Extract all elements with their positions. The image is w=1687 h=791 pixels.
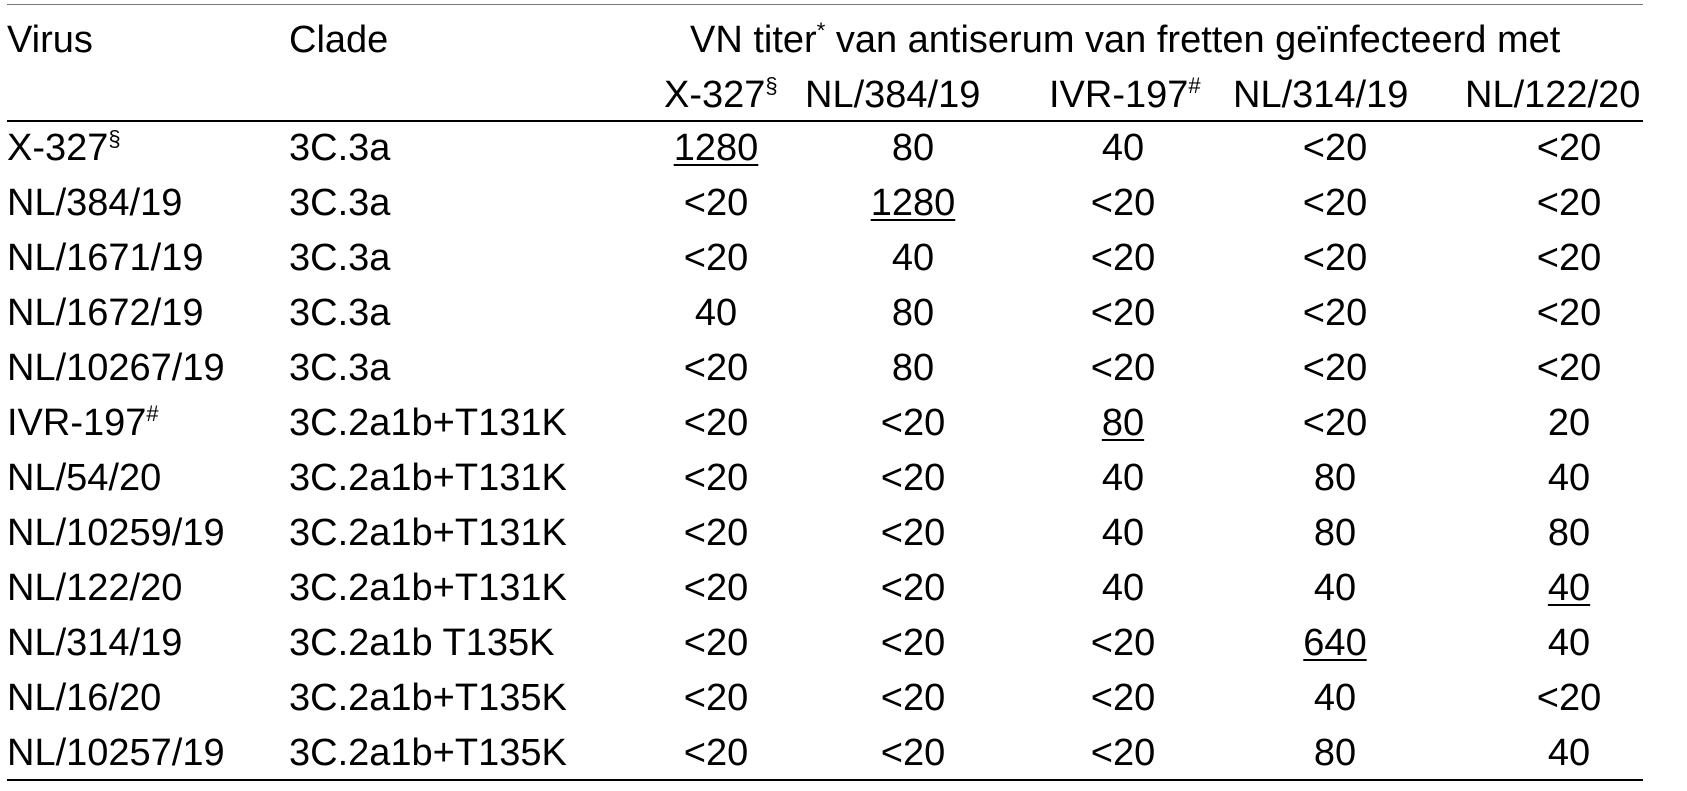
row-clade: 3C.2a1b+T131K xyxy=(289,567,567,609)
titer-cell: <20 xyxy=(1090,237,1156,279)
row-virus: X-327§ xyxy=(7,126,121,169)
row-clade: 3C.3a xyxy=(289,182,391,224)
titer-cell: 40 xyxy=(1547,732,1591,774)
row-clade: 3C.2a1b+T131K xyxy=(289,457,567,499)
titer-cell: <20 xyxy=(880,402,946,444)
titer-cell: <20 xyxy=(1090,732,1156,774)
table-header-rule xyxy=(7,120,1643,122)
row-clade: 3C.3a xyxy=(289,127,391,169)
titer-cell: <20 xyxy=(1536,347,1602,389)
titer-cell: <20 xyxy=(683,732,749,774)
titer-cell: 40 xyxy=(1313,567,1357,609)
titer-cell: 80 xyxy=(891,292,935,334)
titer-cell: 40 xyxy=(891,237,935,279)
antiserum-header-3: NL/314/19 xyxy=(1233,74,1409,116)
titer-cell: <20 xyxy=(1302,237,1368,279)
titer-cell: 40 xyxy=(1101,567,1145,609)
row-clade: 3C.3a xyxy=(289,292,391,334)
titer-cell: 80 xyxy=(1547,512,1591,554)
antiserum-header-1: NL/384/19 xyxy=(805,74,981,116)
row-clade: 3C.3a xyxy=(289,347,391,389)
titer-cell: 40 xyxy=(1101,127,1145,169)
titer-cell: <20 xyxy=(1536,292,1602,334)
row-clade: 3C.2a1b+T135K xyxy=(289,732,567,774)
table-bottom-rule xyxy=(7,779,1643,781)
titer-cell: <20 xyxy=(683,402,749,444)
header-antiserum-text: van antiserum van fretten geïnfecteerd m… xyxy=(825,19,1561,61)
titer-cell: <20 xyxy=(683,237,749,279)
titer-cell: <20 xyxy=(880,622,946,664)
titer-cell: <20 xyxy=(1536,677,1602,719)
titer-cell: <20 xyxy=(683,677,749,719)
titer-cell: 640 xyxy=(1303,622,1367,664)
row-virus: NL/10259/19 xyxy=(7,512,225,554)
row-virus: NL/16/20 xyxy=(7,677,162,719)
titer-cell: <20 xyxy=(683,182,749,224)
titer-cell: 40 xyxy=(1547,457,1591,499)
titer-cell: <20 xyxy=(1302,182,1368,224)
titer-cell: <20 xyxy=(1090,347,1156,389)
row-virus: NL/1671/19 xyxy=(7,237,204,279)
row-virus: NL/10257/19 xyxy=(7,732,225,774)
table-top-rule xyxy=(7,4,1643,5)
titer-cell: 1280 xyxy=(870,182,956,224)
row-clade: 3C.3a xyxy=(289,237,391,279)
titer-cell: 1280 xyxy=(673,127,759,169)
titer-cell: 40 xyxy=(1101,457,1145,499)
row-virus: NL/314/19 xyxy=(7,622,183,664)
row-virus: NL/10267/19 xyxy=(7,347,225,389)
titer-cell: <20 xyxy=(683,347,749,389)
row-clade: 3C.2a1b+T131K xyxy=(289,402,567,444)
titer-cell: <20 xyxy=(880,677,946,719)
header-vn-titer: VN titer xyxy=(690,19,817,61)
titer-cell: <20 xyxy=(1090,622,1156,664)
titer-cell: <20 xyxy=(1536,237,1602,279)
titer-cell: 40 xyxy=(694,292,738,334)
titer-cell: <20 xyxy=(683,622,749,664)
header-clade: Clade xyxy=(289,19,389,61)
titer-cell: 40 xyxy=(1547,622,1591,664)
header-vn-titer-span: VN titer* van antiserum van fretten geïn… xyxy=(690,17,1560,63)
titer-cell: <20 xyxy=(1302,292,1368,334)
titer-cell: <20 xyxy=(1090,677,1156,719)
antiserum-header-2: IVR-197# xyxy=(1049,73,1201,116)
titer-cell: <20 xyxy=(1302,127,1368,169)
row-virus: NL/122/20 xyxy=(7,567,183,609)
titer-cell: <20 xyxy=(683,567,749,609)
row-virus: IVR-197# xyxy=(7,401,159,444)
titer-cell: 80 xyxy=(1313,732,1357,774)
titer-cell: <20 xyxy=(880,567,946,609)
titer-cell: 80 xyxy=(891,127,935,169)
titer-cell: <20 xyxy=(1536,182,1602,224)
titer-cell: 40 xyxy=(1547,567,1591,609)
titer-cell: <20 xyxy=(1302,402,1368,444)
antiserum-header-4: NL/122/20 xyxy=(1465,74,1641,116)
titer-cell: <20 xyxy=(880,512,946,554)
titer-cell: 80 xyxy=(1101,402,1145,444)
titer-cell: <20 xyxy=(1536,127,1602,169)
row-virus: NL/384/19 xyxy=(7,182,183,224)
titer-cell: <20 xyxy=(683,457,749,499)
titer-cell: <20 xyxy=(1090,182,1156,224)
row-clade: 3C.2a1b T135K xyxy=(289,622,555,664)
antiserum-header-0: X-327§ xyxy=(664,73,778,116)
titer-cell: <20 xyxy=(880,732,946,774)
titer-cell: <20 xyxy=(1302,347,1368,389)
titer-cell: 80 xyxy=(891,347,935,389)
header-virus: Virus xyxy=(7,19,93,61)
row-virus: NL/1672/19 xyxy=(7,292,204,334)
titer-cell: 40 xyxy=(1313,677,1357,719)
titer-cell: 20 xyxy=(1547,402,1591,444)
row-virus: NL/54/20 xyxy=(7,457,162,499)
titer-cell: <20 xyxy=(1090,292,1156,334)
row-clade: 3C.2a1b+T131K xyxy=(289,512,567,554)
titer-cell: <20 xyxy=(683,512,749,554)
titer-cell: <20 xyxy=(880,457,946,499)
header-vn-titer-footnote-mark: * xyxy=(816,18,826,43)
titer-cell: 80 xyxy=(1313,457,1357,499)
row-clade: 3C.2a1b+T135K xyxy=(289,677,567,719)
titer-cell: 40 xyxy=(1101,512,1145,554)
titer-cell: 80 xyxy=(1313,512,1357,554)
